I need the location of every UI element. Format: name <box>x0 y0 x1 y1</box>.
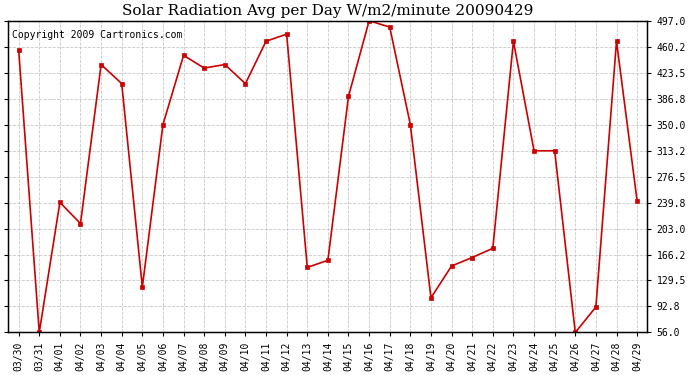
Text: Copyright 2009 Cartronics.com: Copyright 2009 Cartronics.com <box>12 30 182 40</box>
Title: Solar Radiation Avg per Day W/m2/minute 20090429: Solar Radiation Avg per Day W/m2/minute … <box>122 4 533 18</box>
